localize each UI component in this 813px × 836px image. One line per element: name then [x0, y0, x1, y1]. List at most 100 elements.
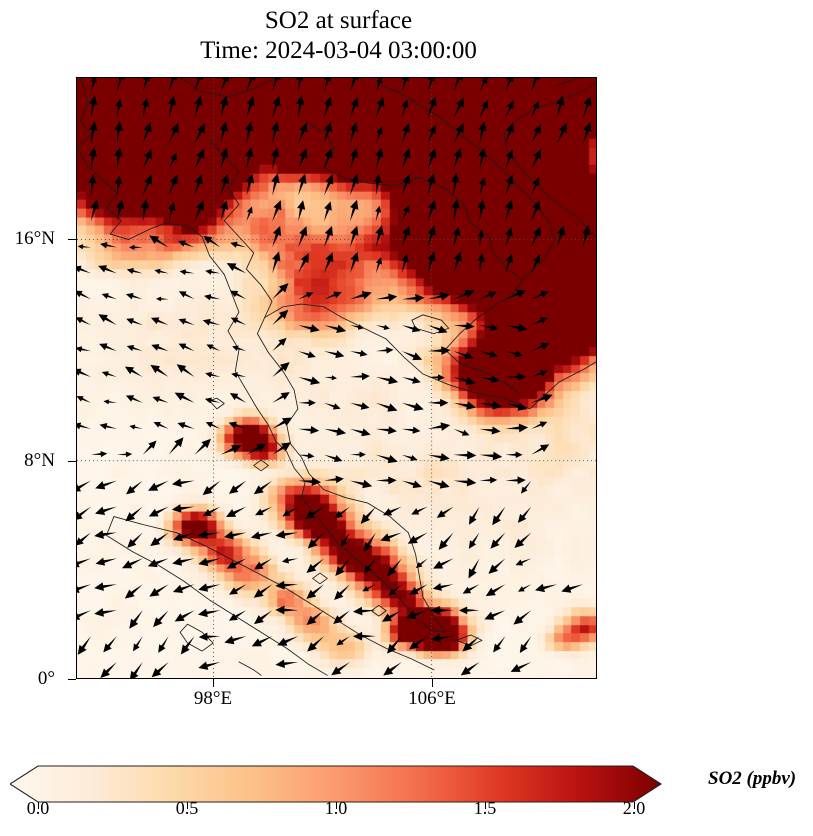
wind-arrow [427, 124, 437, 144]
coastline-13 [253, 459, 269, 472]
wind-arrow [479, 291, 497, 300]
wind-arrow [90, 199, 99, 222]
wind-arrow [77, 368, 91, 378]
wind-arrow [349, 147, 359, 170]
wind-arrow [401, 78, 410, 92]
wind-arrow [452, 226, 461, 248]
wind-arrow [349, 121, 359, 144]
coastline-1 [256, 303, 596, 633]
colorbar[interactable] [10, 760, 670, 810]
wind-arrow [505, 78, 514, 92]
wind-arrow [198, 632, 221, 641]
wind-arrow [171, 478, 195, 488]
wind-arrow [505, 451, 523, 459]
wind-arrow [206, 344, 221, 352]
wind-arrow [101, 371, 117, 378]
wind-arrow [427, 173, 436, 196]
wind-arrow [99, 423, 117, 430]
wind-arrow [462, 584, 480, 594]
wind-arrow [349, 428, 371, 437]
wind-arrow [272, 225, 282, 248]
wind-arrow [505, 289, 527, 300]
wind-arrow [255, 506, 273, 516]
wind-arrow [271, 173, 280, 196]
wind-arrow [254, 558, 273, 570]
wind-arrow [505, 227, 513, 248]
wind-arrow [468, 558, 480, 579]
wind-arrow [306, 610, 325, 625]
coastline-14 [312, 572, 328, 585]
wind-arrow [115, 98, 123, 118]
wind-arrow [77, 610, 91, 620]
wind-arrow [219, 95, 229, 118]
wind-arrow [349, 173, 359, 196]
wind-arrow [518, 584, 532, 592]
wind-arrow [478, 147, 487, 170]
wind-arrow [401, 426, 421, 434]
wind-arrow [381, 610, 402, 622]
wind-arrow [504, 199, 514, 222]
wind-arrow [124, 366, 143, 378]
colorbar-tick-mark-2 [336, 802, 338, 809]
wind-arrow [246, 443, 267, 455]
wind-arrow [298, 324, 320, 333]
coastline-17 [209, 139, 273, 318]
wind-arrow [298, 226, 308, 248]
wind-arrow [324, 174, 334, 196]
y-tick-mark-0 [68, 239, 76, 241]
wind-arrow [375, 257, 383, 274]
wind-arrow [203, 235, 221, 248]
wind-arrow [126, 345, 143, 352]
coastline-2 [503, 82, 596, 238]
wind-arrow [531, 421, 548, 429]
coastline-6 [106, 516, 328, 676]
wind-arrow [178, 291, 195, 300]
wind-arrow [155, 296, 169, 302]
wind-arrow [275, 659, 299, 669]
wind-arrow [204, 397, 221, 404]
wind-arrow [401, 253, 409, 274]
wind-arrow [373, 174, 382, 196]
colorbar-tick-mark-4 [634, 802, 636, 809]
wind-arrow [453, 322, 475, 331]
wind-arrow [352, 631, 376, 641]
map-plot-area[interactable] [76, 77, 597, 679]
wind-arrow [270, 121, 280, 144]
wind-arrow [298, 292, 314, 300]
wind-arrow [98, 314, 117, 326]
wind-arrow [272, 96, 281, 118]
wind-arrow [77, 584, 91, 593]
wind-arrow [176, 364, 195, 378]
wind-arrow [298, 351, 316, 358]
wind-arrow [561, 584, 584, 593]
wind-arrow [89, 121, 98, 144]
wind-arrow [90, 450, 108, 458]
coastline-layer [77, 78, 596, 676]
wind-arrow [172, 557, 195, 566]
wind-arrow [349, 97, 359, 118]
title-line-timestamp: Time: 2024-03-04 03:00:00 [200, 36, 477, 64]
wind-arrow [427, 78, 435, 92]
wind-arrow [194, 148, 205, 170]
wind-arrow [505, 423, 529, 433]
wind-arrow [531, 370, 548, 378]
coastline-4 [555, 78, 578, 87]
wind-arrow [453, 97, 464, 118]
wind-arrow [492, 506, 506, 526]
wind-arrow [427, 452, 450, 462]
wind-arrow [375, 147, 384, 170]
wind-arrow [98, 265, 117, 274]
wind-arrow [219, 121, 228, 144]
wind-arrow [382, 506, 402, 516]
wind-arrow [77, 422, 91, 430]
wind-arrow [479, 177, 487, 196]
wind-arrow [349, 291, 372, 300]
wind-arrow [427, 292, 451, 301]
wind-arrow [230, 317, 247, 326]
wind-arrow [198, 583, 221, 592]
wind-arrow [556, 225, 566, 248]
wind-arrow [583, 122, 592, 144]
wind-arrow [531, 254, 541, 274]
colorbar-gradient [10, 765, 663, 803]
wind-arrow [153, 421, 169, 429]
